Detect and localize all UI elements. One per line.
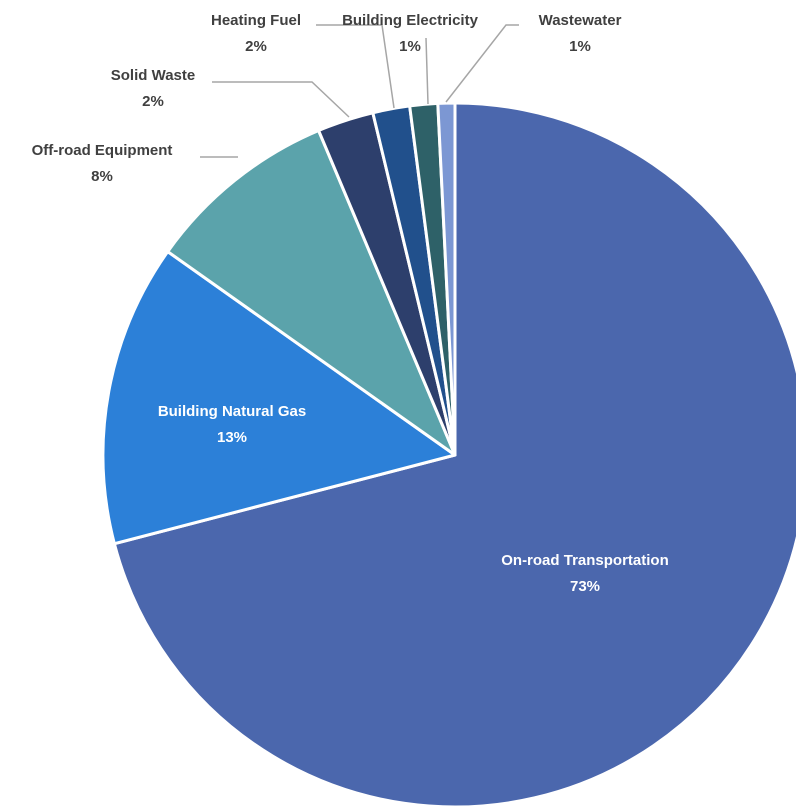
data-label-category: Building Electricity (342, 12, 479, 29)
leader-line-building-electricity (425, 37, 429, 105)
data-label-percent: 1% (399, 38, 421, 55)
leader-lines (200, 24, 519, 158)
pie-slice-off-road-equipment (166, 129, 457, 457)
data-labels: On-road Transportation 73% Building Natura… (32, 12, 669, 595)
data-label-category: Building Natural Gas (158, 403, 306, 420)
data-label-category: On-road Transportation (501, 552, 669, 569)
data-label-percent: 8% (91, 168, 113, 185)
pie-slice-building-natural-gas (101, 250, 457, 546)
pie-slices (101, 101, 796, 806)
data-label-category: Heating Fuel (211, 12, 301, 29)
data-label-percent: 2% (245, 38, 267, 55)
data-label-percent: 73% (570, 578, 600, 595)
leader-line-solid-waste (212, 81, 350, 118)
data-label-category: Wastewater (539, 12, 622, 29)
pie-slice-wastewater (436, 101, 457, 457)
data-label-percent: 2% (142, 93, 164, 110)
data-label-percent: 13% (217, 429, 247, 446)
data-label-category: Solid Waste (111, 67, 195, 84)
data-label-percent: 1% (569, 38, 591, 55)
leader-line-heating-fuel (316, 24, 395, 109)
data-label-category: Off-road Equipment (32, 142, 173, 159)
leader-line-wastewater (445, 24, 519, 103)
